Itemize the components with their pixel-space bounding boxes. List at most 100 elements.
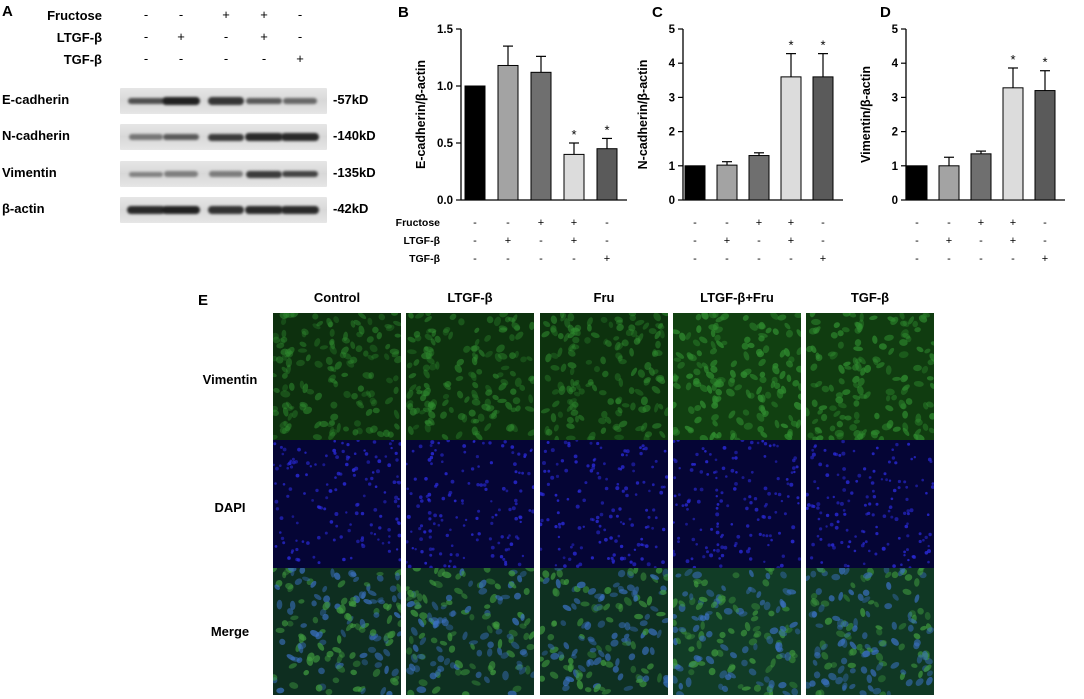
cell-shape — [406, 362, 413, 369]
cell-shape — [385, 343, 391, 350]
nucleus-dot — [373, 508, 378, 512]
cell-shape — [730, 432, 736, 440]
nucleus-dot — [792, 466, 796, 470]
cell-shape — [613, 425, 622, 433]
cell-shape — [359, 618, 366, 628]
cell-shape — [485, 578, 496, 585]
chart-treatment-sign: + — [571, 217, 577, 229]
nucleus-dot — [928, 532, 932, 537]
cell-shape — [749, 373, 758, 381]
cell-shape — [771, 376, 778, 384]
cell-shape — [383, 632, 390, 642]
cell-shape — [486, 648, 493, 657]
cell-shape — [487, 665, 494, 673]
nucleus-dot — [678, 467, 681, 470]
cell-shape — [930, 382, 934, 389]
cell-shape — [638, 600, 648, 608]
cell-shape — [797, 383, 801, 392]
nucleus-dot — [905, 485, 909, 489]
cell-shape — [325, 688, 333, 695]
nucleus-dot — [740, 440, 745, 442]
nucleus-dot — [603, 528, 607, 532]
cell-shape — [643, 378, 651, 386]
cell-shape — [913, 642, 920, 650]
nucleus-dot — [699, 487, 704, 492]
chart-panel-letter: B — [398, 4, 409, 21]
cell-shape — [343, 331, 348, 341]
cell-shape — [926, 627, 934, 634]
cell-shape — [464, 605, 472, 613]
cell-shape — [322, 601, 330, 611]
nucleus-dot — [646, 562, 651, 567]
cell-shape — [924, 612, 931, 620]
cell-shape — [330, 401, 338, 409]
nucleus-dot — [441, 496, 446, 501]
cell-shape — [545, 428, 553, 436]
cell-shape — [516, 663, 523, 671]
cell-shape — [763, 676, 770, 683]
cell-shape — [605, 644, 612, 652]
cell-shape — [316, 321, 324, 327]
nucleus-dot — [719, 499, 723, 503]
nucleus-dot — [425, 494, 429, 498]
cell-shape — [811, 598, 820, 606]
cell-shape — [765, 327, 772, 334]
cell-shape — [866, 674, 873, 684]
treatment-sign: - — [261, 51, 267, 66]
microscopy-image-merge — [673, 568, 801, 695]
cell-shape — [879, 640, 887, 647]
nucleus-dot — [723, 545, 728, 550]
cell-shape — [458, 318, 465, 326]
cell-shape — [560, 313, 567, 322]
nucleus-dot — [424, 561, 428, 565]
cell-shape — [425, 351, 433, 360]
nucleus-dot — [366, 460, 371, 464]
nucleus-dot — [842, 476, 846, 480]
nucleus-dot — [763, 486, 768, 491]
cell-shape — [673, 598, 678, 608]
image-column-header: LTGF-β+Fru — [700, 290, 774, 305]
cell-shape — [471, 680, 481, 686]
cell-shape — [814, 652, 821, 659]
cell-shape — [497, 647, 503, 656]
cell-shape — [435, 361, 440, 370]
nucleus-dot — [287, 556, 291, 560]
nucleus-dot — [816, 486, 820, 490]
cell-shape — [455, 573, 462, 580]
cell-shape — [810, 599, 818, 607]
nucleus-dot — [502, 557, 506, 561]
cell-shape — [357, 385, 365, 392]
cell-shape — [779, 625, 787, 632]
cell-shape — [814, 427, 823, 434]
cell-shape — [756, 386, 762, 395]
cell-shape — [289, 600, 296, 610]
cell-shape — [849, 424, 857, 431]
cell-shape — [497, 639, 503, 649]
nucleus-dot — [396, 480, 399, 484]
nucleus-dot — [558, 525, 562, 529]
nucleus-dot — [450, 479, 455, 484]
cell-shape — [837, 638, 846, 647]
treatment-sign: - — [143, 29, 149, 44]
nucleus-dot — [467, 482, 471, 485]
cell-shape — [395, 572, 400, 581]
nucleus-dot — [781, 554, 785, 558]
nucleus-dot — [339, 472, 343, 476]
chart-y-axis-label: N-cadherin/β-actin — [636, 60, 650, 170]
nucleus-dot — [345, 457, 349, 461]
nucleus-dot — [695, 452, 699, 457]
nucleus-dot — [847, 545, 850, 549]
nucleus-dot — [433, 513, 437, 518]
cell-shape — [618, 622, 626, 629]
cell-shape — [838, 364, 845, 374]
cell-shape — [694, 416, 702, 424]
cell-shape — [476, 649, 483, 657]
nucleus-dot — [806, 492, 809, 497]
cell-shape — [330, 568, 335, 578]
cell-shape — [550, 325, 557, 333]
nucleus-dot — [540, 518, 544, 523]
nucleus-dot — [926, 513, 930, 516]
nucleus-dot — [681, 504, 685, 507]
cell-shape — [618, 603, 624, 613]
cell-shape — [498, 382, 507, 391]
